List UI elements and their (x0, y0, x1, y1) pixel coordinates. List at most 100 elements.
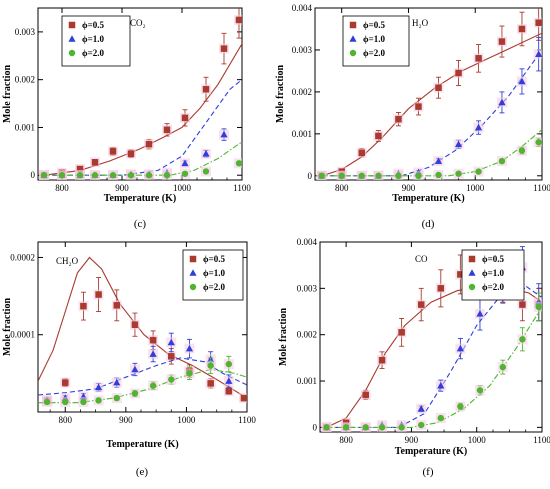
data-point-circle (418, 421, 425, 429)
data-point-square (163, 126, 171, 134)
data-point-square (375, 132, 382, 140)
data-point-square (398, 329, 405, 336)
data-point-square (95, 291, 102, 298)
legend-marker-square (68, 21, 76, 29)
y-tick-label: 0.001 (297, 376, 317, 386)
data-point-square (220, 45, 228, 52)
x-axis-label: Temperature (K) (395, 446, 468, 457)
data-point-square (395, 115, 402, 123)
legend-marker-triangle (468, 269, 476, 276)
legend: ϕ=0.5 ϕ=1.0 ϕ=2.0 (61, 15, 131, 67)
data-point-triangle (181, 159, 189, 167)
data-point-triangle (167, 338, 175, 346)
data-point-square (225, 387, 233, 395)
data-point-circle (338, 172, 345, 180)
data-point-triangle (474, 123, 483, 131)
data-point-circle (378, 424, 386, 431)
panel-label: (c) (134, 218, 147, 230)
data-point-triangle (220, 130, 228, 138)
x-tick-label: 1100 (533, 435, 550, 445)
data-point-square (498, 38, 506, 45)
y-tick-label: 0.001 (292, 129, 312, 139)
plot-frame (37, 241, 248, 413)
data-point-square (362, 391, 369, 399)
data-point-circle (318, 172, 325, 180)
data-point-square (240, 394, 247, 402)
x-tick-label: 900 (115, 183, 129, 193)
y-tick-label: 0.0001 (10, 330, 35, 340)
legend-label: ϕ=2.0 (482, 282, 504, 292)
y-axis-label: Mole fraction (2, 298, 13, 356)
species-annotation: CH₂O (56, 256, 79, 266)
data-point-circle (519, 336, 526, 343)
data-point-circle (435, 171, 442, 179)
x-tick-label: 1000 (466, 183, 485, 193)
data-point-circle (535, 303, 542, 311)
legend: ϕ=0.5 ϕ=1.0 ϕ=2.0 (182, 249, 244, 301)
legend-label: ϕ=1.0 (203, 268, 225, 278)
legend-label: ϕ=0.5 (363, 20, 385, 30)
plot-data (39, 8, 242, 180)
plot-frame (314, 7, 543, 181)
data-point-triangle (185, 344, 194, 352)
data-point-triangle (535, 50, 542, 57)
data-point-circle (475, 168, 482, 175)
data-point-circle (62, 398, 69, 406)
x-tick-label: 1000 (177, 415, 196, 425)
data-point-circle (58, 172, 66, 179)
y-tick-label: 0 (31, 170, 36, 180)
data-point-circle (168, 376, 175, 383)
y-tick-label: 0.002 (15, 75, 35, 85)
data-point-circle (149, 382, 157, 389)
data-point-circle (518, 147, 526, 154)
y-tick-label: 0.004 (292, 3, 313, 13)
data-point-circle (186, 370, 193, 377)
data-point-circle (127, 172, 135, 179)
plot-frame (37, 7, 243, 181)
legend-marker-square (349, 21, 357, 29)
fit-line-circle (38, 368, 247, 404)
legend-marker-triangle (349, 35, 357, 42)
legend-marker-triangle (189, 269, 197, 276)
data-point-square (435, 84, 442, 91)
x-tick-label: 1100 (238, 415, 256, 425)
legend-label: ϕ=0.5 (482, 254, 504, 264)
fit-line-circle (326, 306, 542, 428)
data-point-square (207, 380, 214, 387)
data-point-circle (95, 397, 102, 404)
data-point-square (168, 353, 175, 360)
legend-marker-circle (468, 283, 476, 291)
data-point-triangle (113, 378, 121, 386)
panel-d: 800 900 1000 1100 0 0.001 0.002 0.003 0.004 Tempe… (275, 3, 550, 230)
x-tick-label: 1100 (533, 183, 550, 193)
data-point-square (519, 301, 526, 308)
data-point-square (181, 114, 189, 122)
data-point-triangle (225, 377, 233, 384)
y-tick-label: 0.003 (15, 27, 36, 37)
legend-label: ϕ=2.0 (203, 282, 225, 292)
data-point-square (455, 69, 462, 77)
data-point-circle (498, 157, 506, 165)
y-tick-label: 0.0002 (10, 252, 35, 262)
data-point-circle (398, 424, 405, 431)
species-annotation: CO₂ (130, 18, 146, 28)
plot-frame (319, 241, 543, 433)
data-point-circle (76, 172, 84, 179)
data-point-square (145, 140, 153, 148)
x-tick-label: 900 (405, 435, 419, 445)
y-axis-label: Mole fraction (278, 308, 289, 366)
legend-marker-circle (349, 49, 357, 57)
data-point-circle (362, 424, 369, 431)
data-point-square (235, 16, 242, 24)
panel-label: (e) (136, 466, 149, 478)
data-point-square (202, 85, 210, 93)
data-point-circle (235, 160, 242, 167)
legend-label: ϕ=1.0 (82, 34, 104, 44)
data-point-circle (455, 170, 462, 177)
data-point-circle (437, 414, 444, 422)
data-point-circle (113, 394, 120, 402)
y-tick-label: 0.001 (15, 122, 35, 132)
legend-label: ϕ=0.5 (82, 20, 104, 30)
panel-c: 800 900 1000 1100 0 0.001 0.002 0.003 Temperatur… (2, 7, 251, 230)
